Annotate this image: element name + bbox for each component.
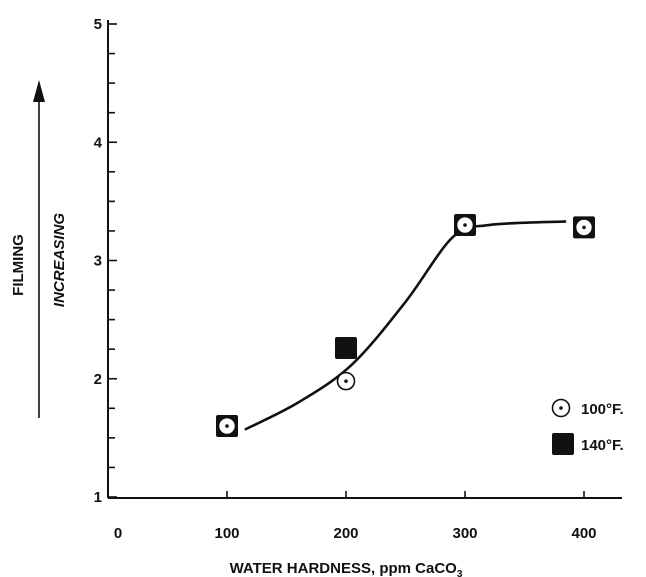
point-100f bbox=[336, 371, 356, 391]
data-markers bbox=[216, 214, 595, 438]
increasing-arrow bbox=[33, 80, 45, 418]
x-tick-label: 0 bbox=[114, 525, 122, 542]
legend-marker-140f bbox=[552, 433, 574, 455]
y-tick-label: 5 bbox=[94, 16, 102, 33]
legend-marker-100f bbox=[551, 398, 571, 418]
x-tick-label: 400 bbox=[571, 525, 596, 542]
circle-dot-center bbox=[582, 225, 586, 230]
circle-dot-center bbox=[225, 424, 229, 428]
x-axis-title: WATER HARDNESS, ppm CaCO3 bbox=[230, 560, 463, 577]
axes: 1 2 3 4 5 0 100 200 300 400 bbox=[94, 16, 622, 542]
y-tick-label: 4 bbox=[94, 134, 103, 151]
y-axis-title-filming: FILMING bbox=[10, 234, 27, 296]
point-100f bbox=[217, 416, 237, 436]
y-tick-label: 3 bbox=[94, 253, 102, 270]
legend: 100°F. 140°F. bbox=[551, 398, 624, 455]
point-140f bbox=[335, 337, 357, 360]
circle-dot-center bbox=[559, 406, 563, 410]
point-100f bbox=[574, 218, 594, 237]
trend-curve bbox=[244, 220, 567, 431]
y-tick-label: 2 bbox=[94, 371, 102, 388]
x-axis-title-text: WATER HARDNESS, ppm CaCO bbox=[230, 560, 458, 577]
circle-dot-center bbox=[463, 223, 467, 227]
x-tick-label: 200 bbox=[333, 525, 358, 542]
x-axis-title-subscript: 3 bbox=[457, 569, 463, 577]
arrow-head bbox=[33, 80, 45, 102]
legend-label-100f: 100°F. bbox=[581, 401, 624, 418]
x-tick-label: 300 bbox=[452, 525, 477, 542]
axis-titles: WATER HARDNESS, ppm CaCO3 FILMING INCREA… bbox=[10, 80, 463, 577]
legend-label-140f: 140°F. bbox=[581, 437, 624, 454]
circle-dot-center bbox=[344, 379, 348, 383]
x-tick-label: 100 bbox=[214, 525, 239, 542]
trend-curve-layer bbox=[244, 220, 567, 431]
point-100f bbox=[455, 215, 475, 235]
y-tick-label: 1 bbox=[94, 489, 102, 506]
y-axis-title-increasing: INCREASING bbox=[51, 213, 68, 308]
